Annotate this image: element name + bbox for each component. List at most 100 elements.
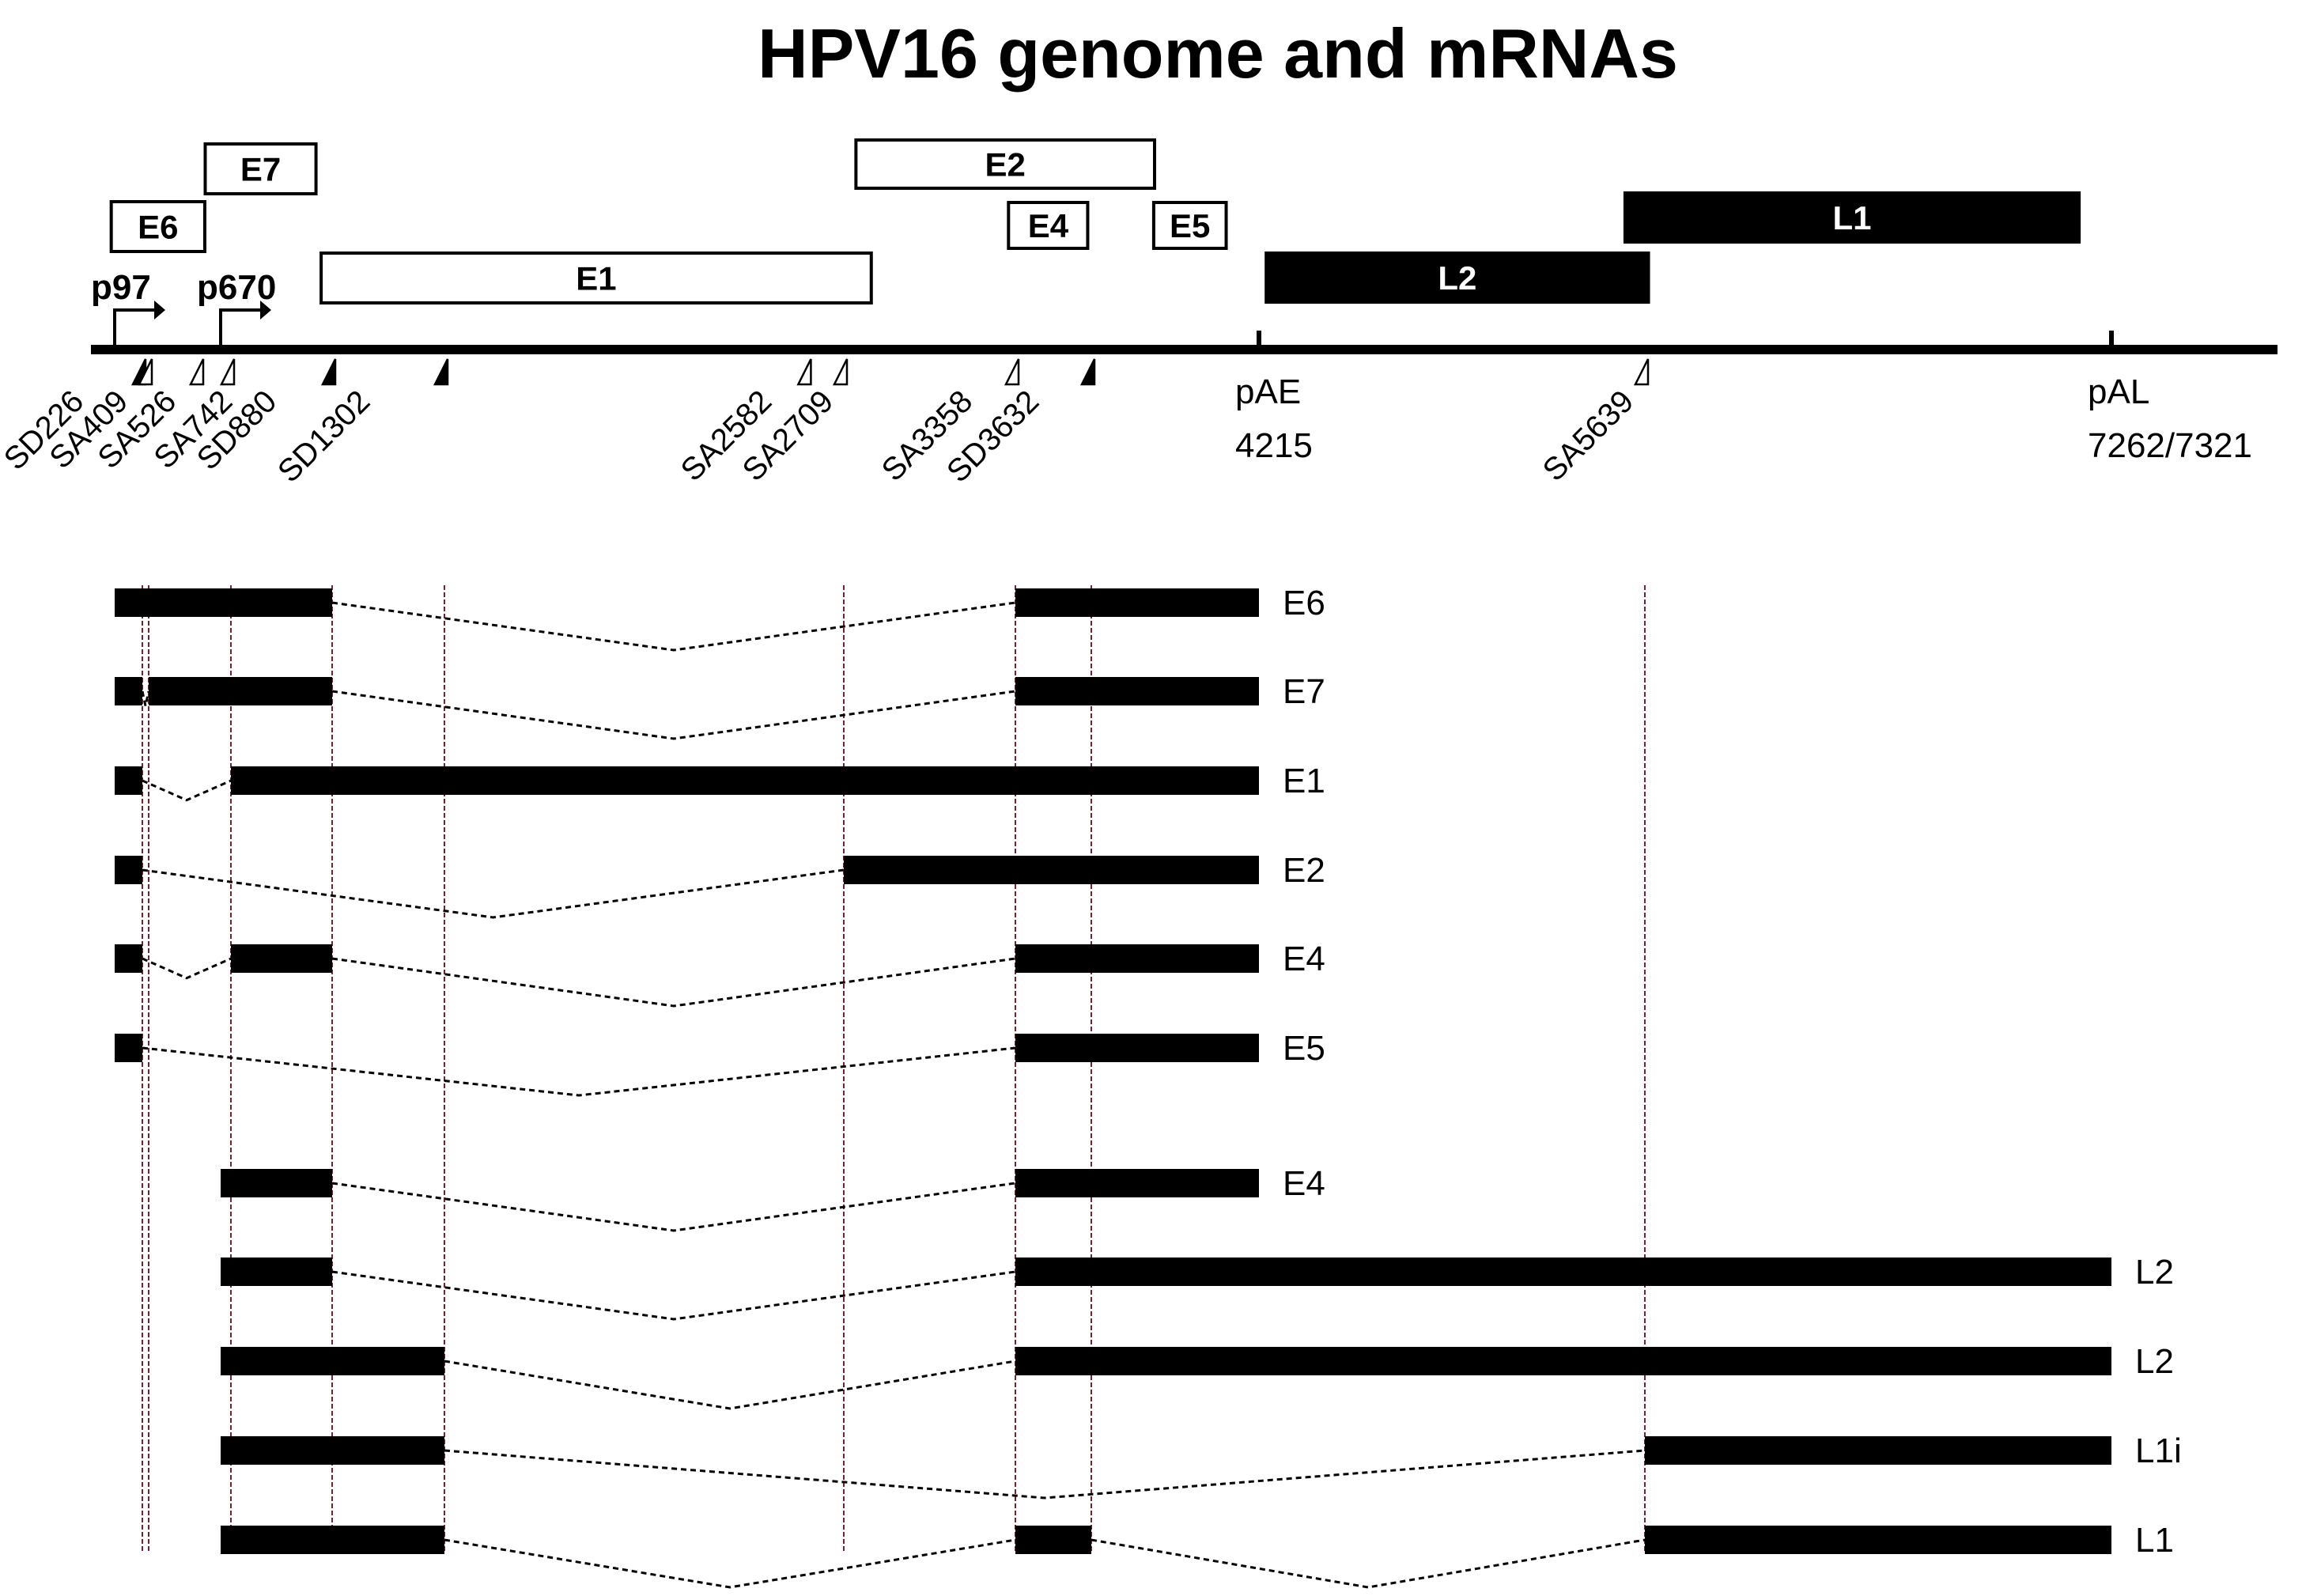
promoter-label-p670: p670 xyxy=(197,268,276,307)
exon-block-2 xyxy=(1645,1436,2111,1465)
mrna-label: L1 xyxy=(2135,1521,2174,1560)
exon-block-3 xyxy=(1015,944,1259,973)
mrna-row: E5 xyxy=(115,1029,1325,1097)
acceptor-flag-sa526 xyxy=(188,358,205,386)
exon-block-1 xyxy=(115,588,332,617)
acceptor-flag-sa2709 xyxy=(832,358,849,386)
mrna-row: L1i xyxy=(221,1431,2182,1500)
mrna-label: L2 xyxy=(2135,1253,2174,1292)
exon-block-1 xyxy=(221,1347,444,1375)
acceptor-flag-sa3358 xyxy=(1004,358,1020,386)
mrna-label: E2 xyxy=(1283,851,1325,890)
orf-label-e7: E7 xyxy=(240,151,281,188)
promoter-arrow-p670 xyxy=(219,308,260,345)
intron-connector-1 xyxy=(444,1360,1016,1410)
exon-block-2 xyxy=(1015,1258,2111,1286)
mrna-label: E1 xyxy=(1283,762,1325,800)
splice-site-guides xyxy=(142,585,1646,1552)
mrna-row: E4 xyxy=(115,940,1325,1008)
mrna-label: E6 xyxy=(1283,584,1325,622)
donor-flag-sd880 xyxy=(320,358,337,386)
mrna-row: L1 xyxy=(221,1521,2174,1589)
donor-flag-sd1302 xyxy=(433,358,449,386)
mrna-row: E1 xyxy=(115,762,1325,802)
polya-label-pal: pAL xyxy=(2088,373,2149,411)
exon-block-3 xyxy=(1015,677,1259,705)
orf-box-e4 xyxy=(1007,201,1090,250)
site-label-sd1302: SD1302 xyxy=(271,384,376,489)
intron-connector-1 xyxy=(331,1270,1016,1321)
exon-block-1 xyxy=(115,856,142,884)
exon-block-1 xyxy=(115,766,142,795)
exon-block-1 xyxy=(221,1169,332,1197)
promoter-label-p97: p97 xyxy=(91,268,151,307)
orf-box-e6 xyxy=(109,200,206,253)
exon-block-1 xyxy=(221,1258,332,1286)
orf-box-l2 xyxy=(1264,252,1650,304)
intron-connector-2 xyxy=(331,957,1016,1008)
acceptor-flag-sa2582 xyxy=(796,358,812,386)
mrna-label: E7 xyxy=(1283,672,1325,711)
polya-position-pal: 7262/7321 xyxy=(2088,426,2252,465)
promoter-arrowhead-p670 xyxy=(260,301,271,320)
exon-block-1 xyxy=(221,1436,444,1465)
intron-connector-2 xyxy=(1091,1538,1646,1589)
mrna-label: E4 xyxy=(1283,1164,1325,1203)
acceptor-flag-sa409 xyxy=(137,358,153,386)
intron-connector-1 xyxy=(141,690,150,706)
polya-position-pae: 4215 xyxy=(1235,426,1313,465)
mrna-label: E5 xyxy=(1283,1029,1325,1068)
mrna-row: E4 xyxy=(221,1164,1325,1232)
intron-connector-1 xyxy=(142,1046,1016,1097)
orf-box-e1 xyxy=(319,252,873,304)
exon-block-2 xyxy=(844,856,1259,884)
figure-title: HPV16 genome and mRNAs xyxy=(758,14,1678,93)
site-label-sa5639: SA5639 xyxy=(1537,384,1641,488)
polya-tick-pal xyxy=(2109,331,2114,354)
promoter-arrow-p97 xyxy=(113,308,154,345)
intron-connector-1 xyxy=(331,1182,1016,1232)
mrna-label: L2 xyxy=(2135,1342,2174,1381)
intron-connector-1 xyxy=(142,779,232,802)
exon-block-2 xyxy=(1015,588,1259,617)
promoter-arrowhead-p97 xyxy=(154,301,165,320)
mrna-row: E2 xyxy=(115,851,1325,919)
intron-connector-1 xyxy=(331,601,1016,652)
mrna-row: L2 xyxy=(221,1342,2174,1410)
genome-axis xyxy=(91,345,2278,354)
orf-box-l1 xyxy=(1623,191,2081,244)
mrna-row: E6 xyxy=(115,584,1325,652)
acceptor-flag-sa5639 xyxy=(1633,358,1650,386)
exon-block-3 xyxy=(1645,1526,2111,1554)
orf-box-e7 xyxy=(203,142,318,195)
exon-block-2 xyxy=(231,944,332,973)
exon-block-1 xyxy=(115,944,142,973)
orf-label-l2: L2 xyxy=(1438,259,1476,297)
exon-block-2 xyxy=(1015,1169,1259,1197)
intron-connector-1 xyxy=(142,957,232,980)
mrna-row: E7 xyxy=(115,672,1325,740)
orf-label-e6: E6 xyxy=(138,209,178,246)
intron-connector-1 xyxy=(444,1538,1016,1589)
exon-block-2 xyxy=(1015,1526,1091,1554)
orf-label-e2: E2 xyxy=(985,146,1026,183)
exon-block-1 xyxy=(115,1034,142,1062)
polya-label-pae: pAE xyxy=(1235,373,1301,411)
mrna-label: E4 xyxy=(1283,940,1325,978)
exon-block-2 xyxy=(1015,1347,2111,1375)
intron-connector-1 xyxy=(142,868,845,919)
mrna-list: E6 E7 E1 E2 E4 E5 E4 L2 L2 L1i L1 xyxy=(115,584,2182,1589)
orf-box-e5 xyxy=(1151,201,1228,250)
exon-block-2 xyxy=(231,766,1259,795)
orf-label-e4: E4 xyxy=(1028,207,1069,244)
polya-tick-pae xyxy=(1257,331,1261,354)
exon-block-1 xyxy=(221,1526,444,1554)
mrna-row: L2 xyxy=(221,1253,2174,1321)
mrna-label: L1i xyxy=(2135,1431,2182,1470)
exon-block-2 xyxy=(1015,1034,1259,1062)
orf-label-l1: L1 xyxy=(1833,199,1872,236)
exon-block-1 xyxy=(115,677,142,705)
intron-connector-1 xyxy=(444,1449,1646,1500)
orf-label-e1: E1 xyxy=(576,260,616,297)
